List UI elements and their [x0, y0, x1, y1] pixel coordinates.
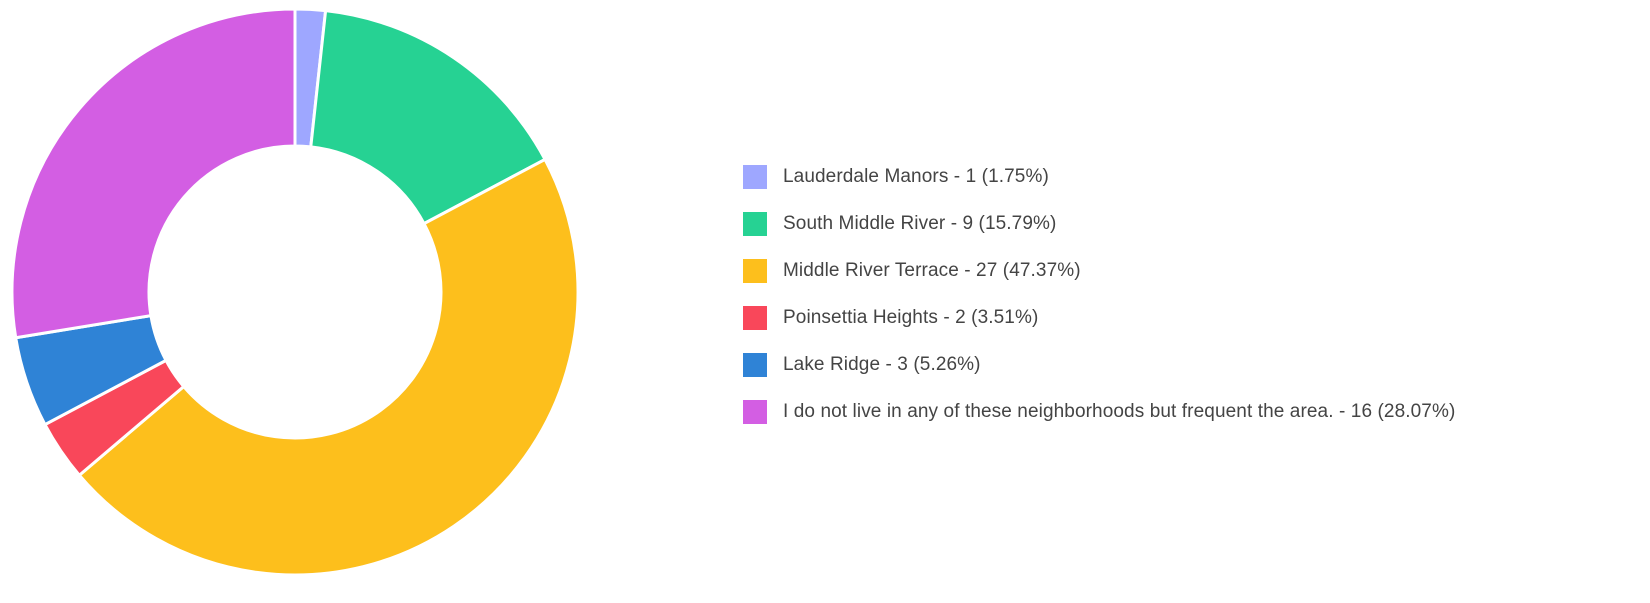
legend-label: Lake Ridge - 3 (5.26%): [783, 354, 981, 375]
donut-slice-2: [309, 9, 548, 226]
legend-item: Lake Ridge - 3 (5.26%): [743, 353, 1455, 377]
legend-item: Middle River Terrace - 27 (47.37%): [743, 259, 1455, 283]
legend-swatch: [743, 259, 767, 283]
donut-slice-3: [77, 157, 580, 577]
legend: Lauderdale Manors - 1 (1.75%) South Middl…: [743, 165, 1455, 447]
legend-label: Lauderdale Manors - 1 (1.75%): [783, 166, 1049, 187]
legend-item: I do not live in any of these neighborho…: [743, 400, 1455, 424]
legend-swatch: [743, 400, 767, 424]
legend-label: South Middle River - 9 (15.79%): [783, 213, 1057, 234]
legend-swatch: [743, 306, 767, 330]
legend-item: South Middle River - 9 (15.79%): [743, 212, 1455, 236]
donut-svg: [10, 7, 580, 577]
legend-swatch: [743, 212, 767, 236]
legend-label: I do not live in any of these neighborho…: [783, 401, 1456, 422]
legend-item: Lauderdale Manors - 1 (1.75%): [743, 165, 1455, 189]
legend-swatch: [743, 353, 767, 377]
donut-slice-6: [10, 7, 297, 340]
legend-swatch: [743, 165, 767, 189]
legend-item: Poinsettia Heights - 2 (3.51%): [743, 306, 1455, 330]
legend-label: Middle River Terrace - 27 (47.37%): [783, 260, 1081, 281]
legend-label: Poinsettia Heights - 2 (3.51%): [783, 307, 1039, 328]
